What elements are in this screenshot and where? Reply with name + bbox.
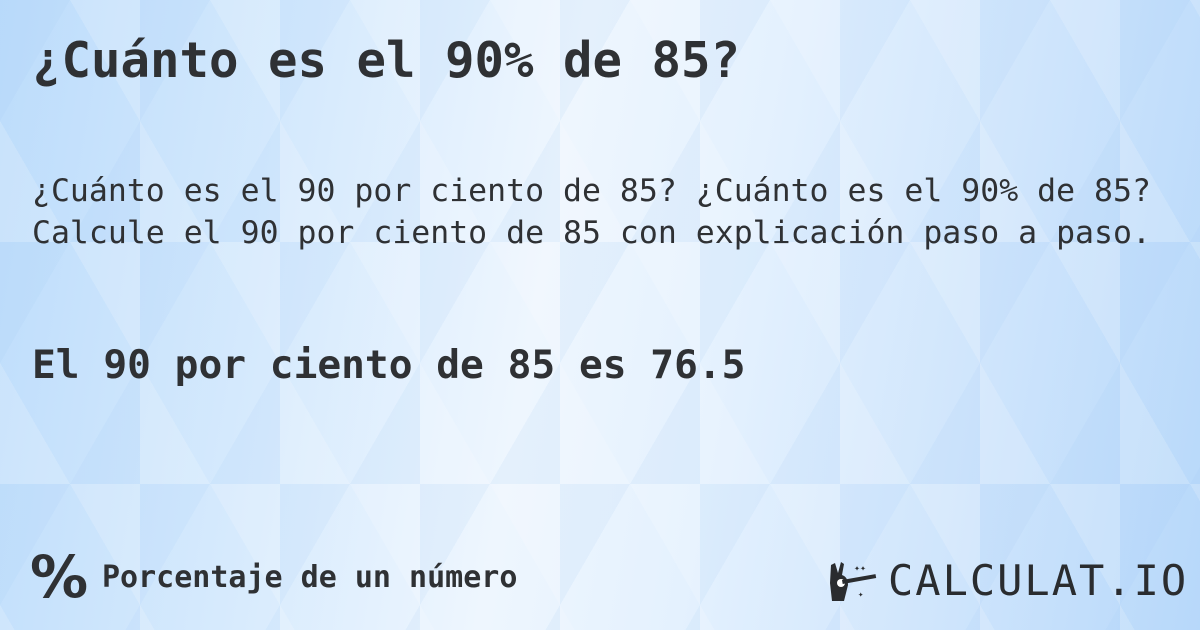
calculat-io-logo: ✦✦ ✦ CALCULAT.IO	[828, 556, 1188, 605]
page-title: ¿Cuánto es el 90% de 85?	[32, 32, 741, 89]
category-name: Porcentaje de un número	[102, 559, 518, 595]
svg-text:✦✦: ✦✦	[854, 563, 866, 574]
category-label: % Porcentaje de un número	[30, 548, 517, 606]
magic-hand-icon: ✦✦ ✦	[830, 561, 877, 601]
logo-text: CALCULAT.IO	[888, 556, 1189, 605]
answer-text: El 90 por ciento de 85 es 76.5	[32, 342, 746, 388]
page-description: ¿Cuánto es el 90 por ciento de 85? ¿Cuán…	[32, 173, 1151, 251]
svg-text:✦: ✦	[858, 590, 864, 600]
percent-icon: %	[30, 543, 89, 611]
